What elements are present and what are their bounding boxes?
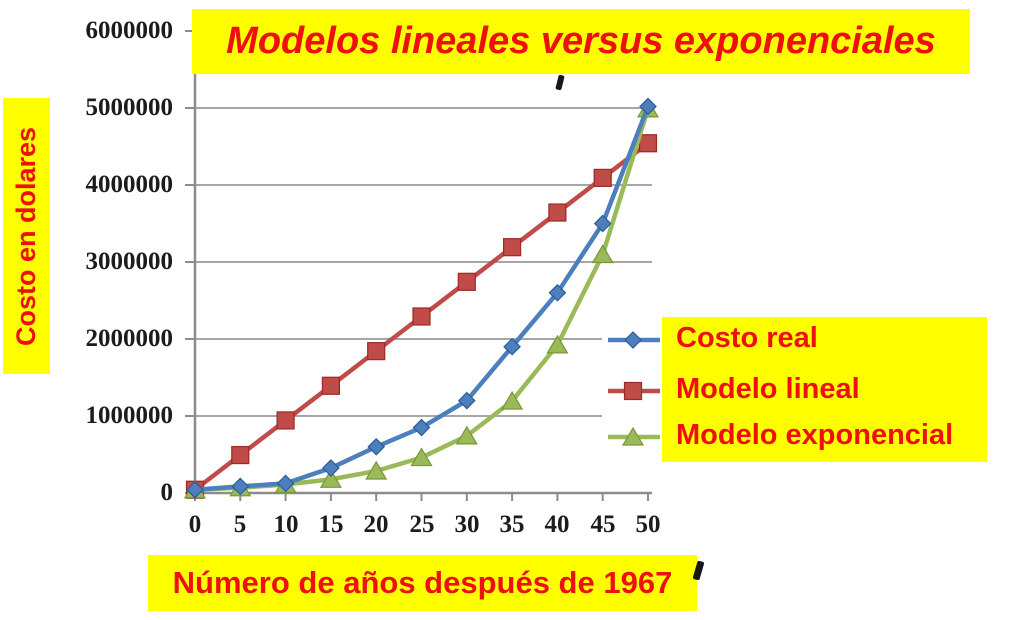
diamond-marker [231, 477, 250, 496]
triangle-marker [365, 460, 388, 480]
diamond-marker [624, 331, 642, 349]
x-tick-label: 0 [188, 511, 202, 538]
legend-item-costo-real: Costo real [676, 322, 818, 354]
legend: Costo real Modelo lineal Modelo exponenc… [662, 317, 987, 462]
series-modelo-lineal [185, 134, 658, 499]
diamond-marker [186, 480, 204, 499]
y-tick-label: 2000000 [85, 325, 174, 352]
square-marker [623, 381, 643, 401]
diamond-marker [367, 437, 386, 456]
square-marker [638, 134, 658, 153]
triangle-marker [621, 426, 645, 446]
y-axis-title: Costo en dolares [11, 126, 42, 346]
y-axis-title-box: Costo en dolares [3, 98, 50, 374]
chart-title: Modelos lineales versus exponenciales [226, 20, 936, 62]
x-tick-label: 15 [318, 511, 344, 538]
diamond-marker [457, 391, 476, 410]
diamond-marker [412, 418, 431, 437]
square-marker [367, 342, 386, 361]
legend-item-modelo-lineal: Modelo lineal [676, 373, 860, 405]
x-tick-label: 30 [454, 511, 480, 538]
square-marker [593, 168, 612, 187]
triangle-marker [501, 390, 524, 410]
x-tick-label: 10 [273, 511, 299, 538]
y-tick-label: 5000000 [85, 94, 174, 121]
diamond-marker [639, 97, 657, 116]
triangle-marker [410, 447, 433, 467]
y-tick-label: 6000000 [85, 17, 174, 44]
square-marker [231, 445, 250, 465]
diamond-marker [503, 337, 521, 356]
square-marker [457, 272, 476, 291]
x-tick-label: 35 [499, 511, 525, 538]
x-tick-label: 50 [635, 511, 661, 538]
x-tick-label: 5 [233, 511, 247, 538]
x-tick-label: 45 [590, 511, 616, 538]
square-marker [412, 307, 431, 326]
diamond-marker [322, 459, 340, 477]
square-marker [503, 238, 522, 257]
diamond-marker [548, 283, 567, 302]
x-tick-label: 40 [544, 511, 570, 538]
y-tick-label: 1000000 [85, 402, 174, 429]
y-tick-label: 0 [160, 479, 174, 506]
triangle-marker [455, 425, 478, 445]
legend-item-modelo-exponencial: Modelo exponencial [676, 419, 954, 451]
series-modelo-exponencial [183, 98, 660, 499]
triangle-marker [319, 469, 342, 488]
triangle-marker [546, 334, 569, 354]
x-tick-label: 25 [409, 511, 435, 538]
square-marker [548, 203, 567, 222]
x-axis-title-box: Número de años después de 1967 [148, 555, 697, 611]
y-tick-label: 4000000 [85, 171, 174, 198]
diamond-marker [276, 474, 295, 493]
square-marker [321, 376, 340, 395]
x-axis-title: Número de años después de 1967 [172, 565, 673, 600]
y-tick-label: 3000000 [85, 248, 174, 275]
diamond-marker [593, 214, 612, 233]
square-marker [276, 411, 295, 430]
chart-title-box: Modelos lineales versus exponenciales [192, 9, 970, 74]
series-costo-real [186, 97, 657, 499]
x-tick-label: 20 [363, 511, 389, 538]
triangle-marker [591, 244, 614, 264]
